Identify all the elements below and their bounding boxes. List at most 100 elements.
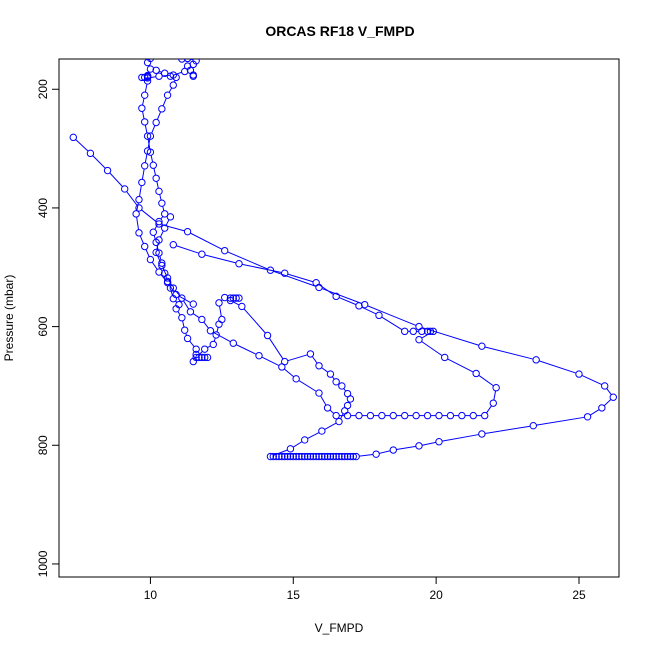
series-segment <box>216 327 219 332</box>
data-point <box>198 250 206 258</box>
data-point <box>418 327 426 336</box>
series-segment <box>154 224 158 230</box>
data-point <box>435 438 443 446</box>
data-point <box>415 335 423 344</box>
data-point <box>218 315 226 324</box>
data-point <box>238 302 246 311</box>
series-segment <box>150 155 154 163</box>
series-segment <box>144 154 148 163</box>
series-segment <box>159 255 162 261</box>
data-point <box>469 411 477 420</box>
data-point <box>189 300 197 308</box>
plot-frame <box>58 58 620 578</box>
data-point <box>192 59 200 65</box>
data-point <box>155 249 163 257</box>
data-point <box>355 411 363 420</box>
data-point <box>329 452 337 461</box>
data-point <box>183 334 192 343</box>
data-point <box>332 292 340 301</box>
data-point <box>489 399 497 407</box>
data-point <box>478 342 486 350</box>
data-point <box>189 357 197 366</box>
data-point <box>343 452 352 461</box>
data-point <box>235 260 243 268</box>
series-segment <box>484 346 534 360</box>
data-point <box>169 81 177 89</box>
series-segment <box>287 273 314 283</box>
data-point <box>146 132 155 140</box>
series-segment <box>539 360 577 374</box>
data-point <box>212 331 220 339</box>
data-point <box>272 452 280 461</box>
data-point <box>146 65 155 73</box>
data-point <box>155 217 163 226</box>
series-segment <box>151 261 158 270</box>
x-axis: 10 15 20 25 <box>144 576 586 602</box>
series-segment <box>331 376 335 380</box>
data-point <box>315 389 323 397</box>
chart-title: ORCAS RF18 V_FMPD <box>265 23 414 39</box>
data-point <box>312 278 320 287</box>
data-point <box>341 452 349 461</box>
series-segment <box>321 367 329 373</box>
y-tick-label: 600 <box>36 316 50 336</box>
series-3 <box>152 213 500 420</box>
series-segment <box>606 388 612 395</box>
data-point <box>335 417 343 426</box>
data-point <box>352 452 360 461</box>
data-point <box>232 294 240 302</box>
data-point <box>375 311 383 320</box>
series-segment <box>338 297 357 306</box>
series-segment <box>204 254 237 264</box>
data-point <box>601 382 609 390</box>
data-point <box>178 59 186 63</box>
data-point <box>278 452 286 461</box>
series-segment <box>381 316 403 331</box>
data-point <box>306 452 315 461</box>
data-point <box>332 378 340 386</box>
series-segment <box>307 432 320 439</box>
series-segment <box>581 374 603 386</box>
series-segment <box>447 358 474 373</box>
data-point <box>266 266 275 274</box>
data-point <box>195 353 203 362</box>
data-point <box>146 59 155 63</box>
data-point <box>186 308 195 316</box>
x-axis-label: V_FMPD <box>315 621 364 635</box>
series-segment <box>324 422 337 430</box>
data-point <box>349 452 357 461</box>
data-point <box>155 220 163 228</box>
data-point <box>478 430 486 438</box>
series-0 <box>69 59 617 461</box>
series-segment <box>340 413 344 419</box>
data-point <box>315 362 323 370</box>
data-point <box>315 452 323 461</box>
series-segment <box>159 230 164 238</box>
data-point <box>532 356 540 364</box>
series-segment <box>147 139 151 148</box>
data-point <box>169 284 177 292</box>
data-point <box>263 331 272 340</box>
data-point <box>292 375 300 383</box>
data-point <box>215 320 223 328</box>
y-tick-label: 200 <box>36 79 50 99</box>
data-point <box>378 411 386 420</box>
data-point <box>598 404 606 412</box>
data-point <box>163 91 172 99</box>
series-segment <box>242 263 282 274</box>
series-segment <box>156 111 162 120</box>
series-segment <box>144 83 148 93</box>
series-segment <box>139 185 142 197</box>
data-point <box>286 445 295 453</box>
series-4 <box>138 59 243 362</box>
data-point <box>206 327 215 335</box>
y-tick-label: 1000 <box>36 550 50 577</box>
data-point <box>312 452 320 461</box>
data-point <box>575 370 583 378</box>
data-point <box>318 427 326 435</box>
series-segment <box>320 395 327 406</box>
data-point <box>441 353 449 362</box>
series-segment <box>261 356 280 366</box>
data-point <box>481 411 489 420</box>
